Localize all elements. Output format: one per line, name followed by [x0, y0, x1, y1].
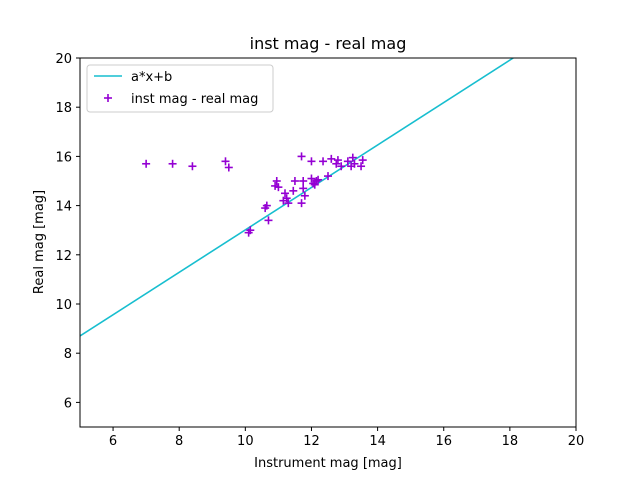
scatter-point — [188, 162, 197, 171]
scatter-point — [337, 162, 346, 171]
y-axis-label: Real mag [mag] — [32, 190, 47, 294]
plot-data-layer — [80, 58, 514, 337]
legend-label-fit: a*x+b — [131, 70, 172, 85]
y-tick-label: 18 — [55, 101, 72, 116]
x-tick-label: 12 — [303, 434, 320, 449]
scatter-point — [327, 154, 336, 163]
scatter-point — [297, 152, 306, 161]
scatter-point — [307, 157, 316, 166]
scatter-point — [168, 159, 177, 168]
x-tick-label: 20 — [568, 434, 585, 449]
scatter-point — [348, 153, 357, 162]
scatter-point — [274, 183, 283, 192]
scatter-point — [224, 163, 233, 172]
scatter-point — [142, 159, 151, 168]
scatter-point — [221, 157, 230, 166]
legend: a*x+b inst mag - real mag — [86, 64, 274, 113]
scatter-point — [281, 189, 290, 198]
scatter-point — [307, 174, 316, 183]
chart-title: inst mag - real mag — [250, 34, 407, 53]
scatter-point — [299, 177, 308, 185]
scatter-point — [284, 199, 293, 208]
scatter-point — [282, 194, 291, 203]
y-tick-label: 14 — [55, 200, 72, 215]
scatter-point — [297, 199, 306, 208]
scatter-point — [264, 216, 273, 225]
scatter-point — [312, 177, 321, 185]
axis-ticks: 6 8 10 12 14 16 18 20 6 8 10 12 14 16 18 20 — [55, 52, 584, 449]
legend-box — [86, 64, 274, 113]
scatter-point — [324, 172, 332, 181]
y-tick-label: 6 — [64, 396, 72, 411]
scatter-point — [357, 162, 366, 171]
fit-line — [80, 58, 514, 337]
scatter-point — [333, 156, 342, 165]
y-tick-label: 16 — [55, 150, 72, 165]
legend-label-scatter: inst mag - real mag — [131, 92, 258, 107]
scatter-point — [272, 177, 281, 185]
scatter-point — [314, 175, 323, 184]
scatter-point — [332, 159, 341, 168]
scatter-point — [350, 159, 359, 168]
y-tick-label: 10 — [55, 298, 72, 313]
x-tick-label: 14 — [369, 434, 386, 449]
y-tick-label: 20 — [55, 52, 72, 67]
x-tick-label: 6 — [109, 434, 117, 449]
x-axis-label: Instrument mag [mag] — [254, 456, 402, 471]
scatter-point — [300, 191, 309, 200]
scatter-point — [319, 157, 328, 166]
x-tick-label: 16 — [435, 434, 452, 449]
scatter-point — [310, 180, 319, 189]
x-tick-label: 18 — [502, 434, 519, 449]
scatter-point — [246, 226, 255, 235]
y-tick-label: 8 — [64, 347, 72, 362]
scatter-point — [299, 184, 308, 193]
scatter-point — [290, 177, 299, 185]
scatter-point — [262, 201, 271, 210]
y-tick-label: 12 — [55, 249, 72, 264]
legend-swatch-marker — [104, 94, 112, 102]
scatter-point — [289, 186, 298, 195]
x-tick-label: 8 — [175, 434, 183, 449]
plot-area-frame — [79, 57, 577, 428]
scatter-point — [343, 157, 352, 166]
scatter-point — [358, 156, 367, 165]
x-tick-label: 10 — [237, 434, 254, 449]
